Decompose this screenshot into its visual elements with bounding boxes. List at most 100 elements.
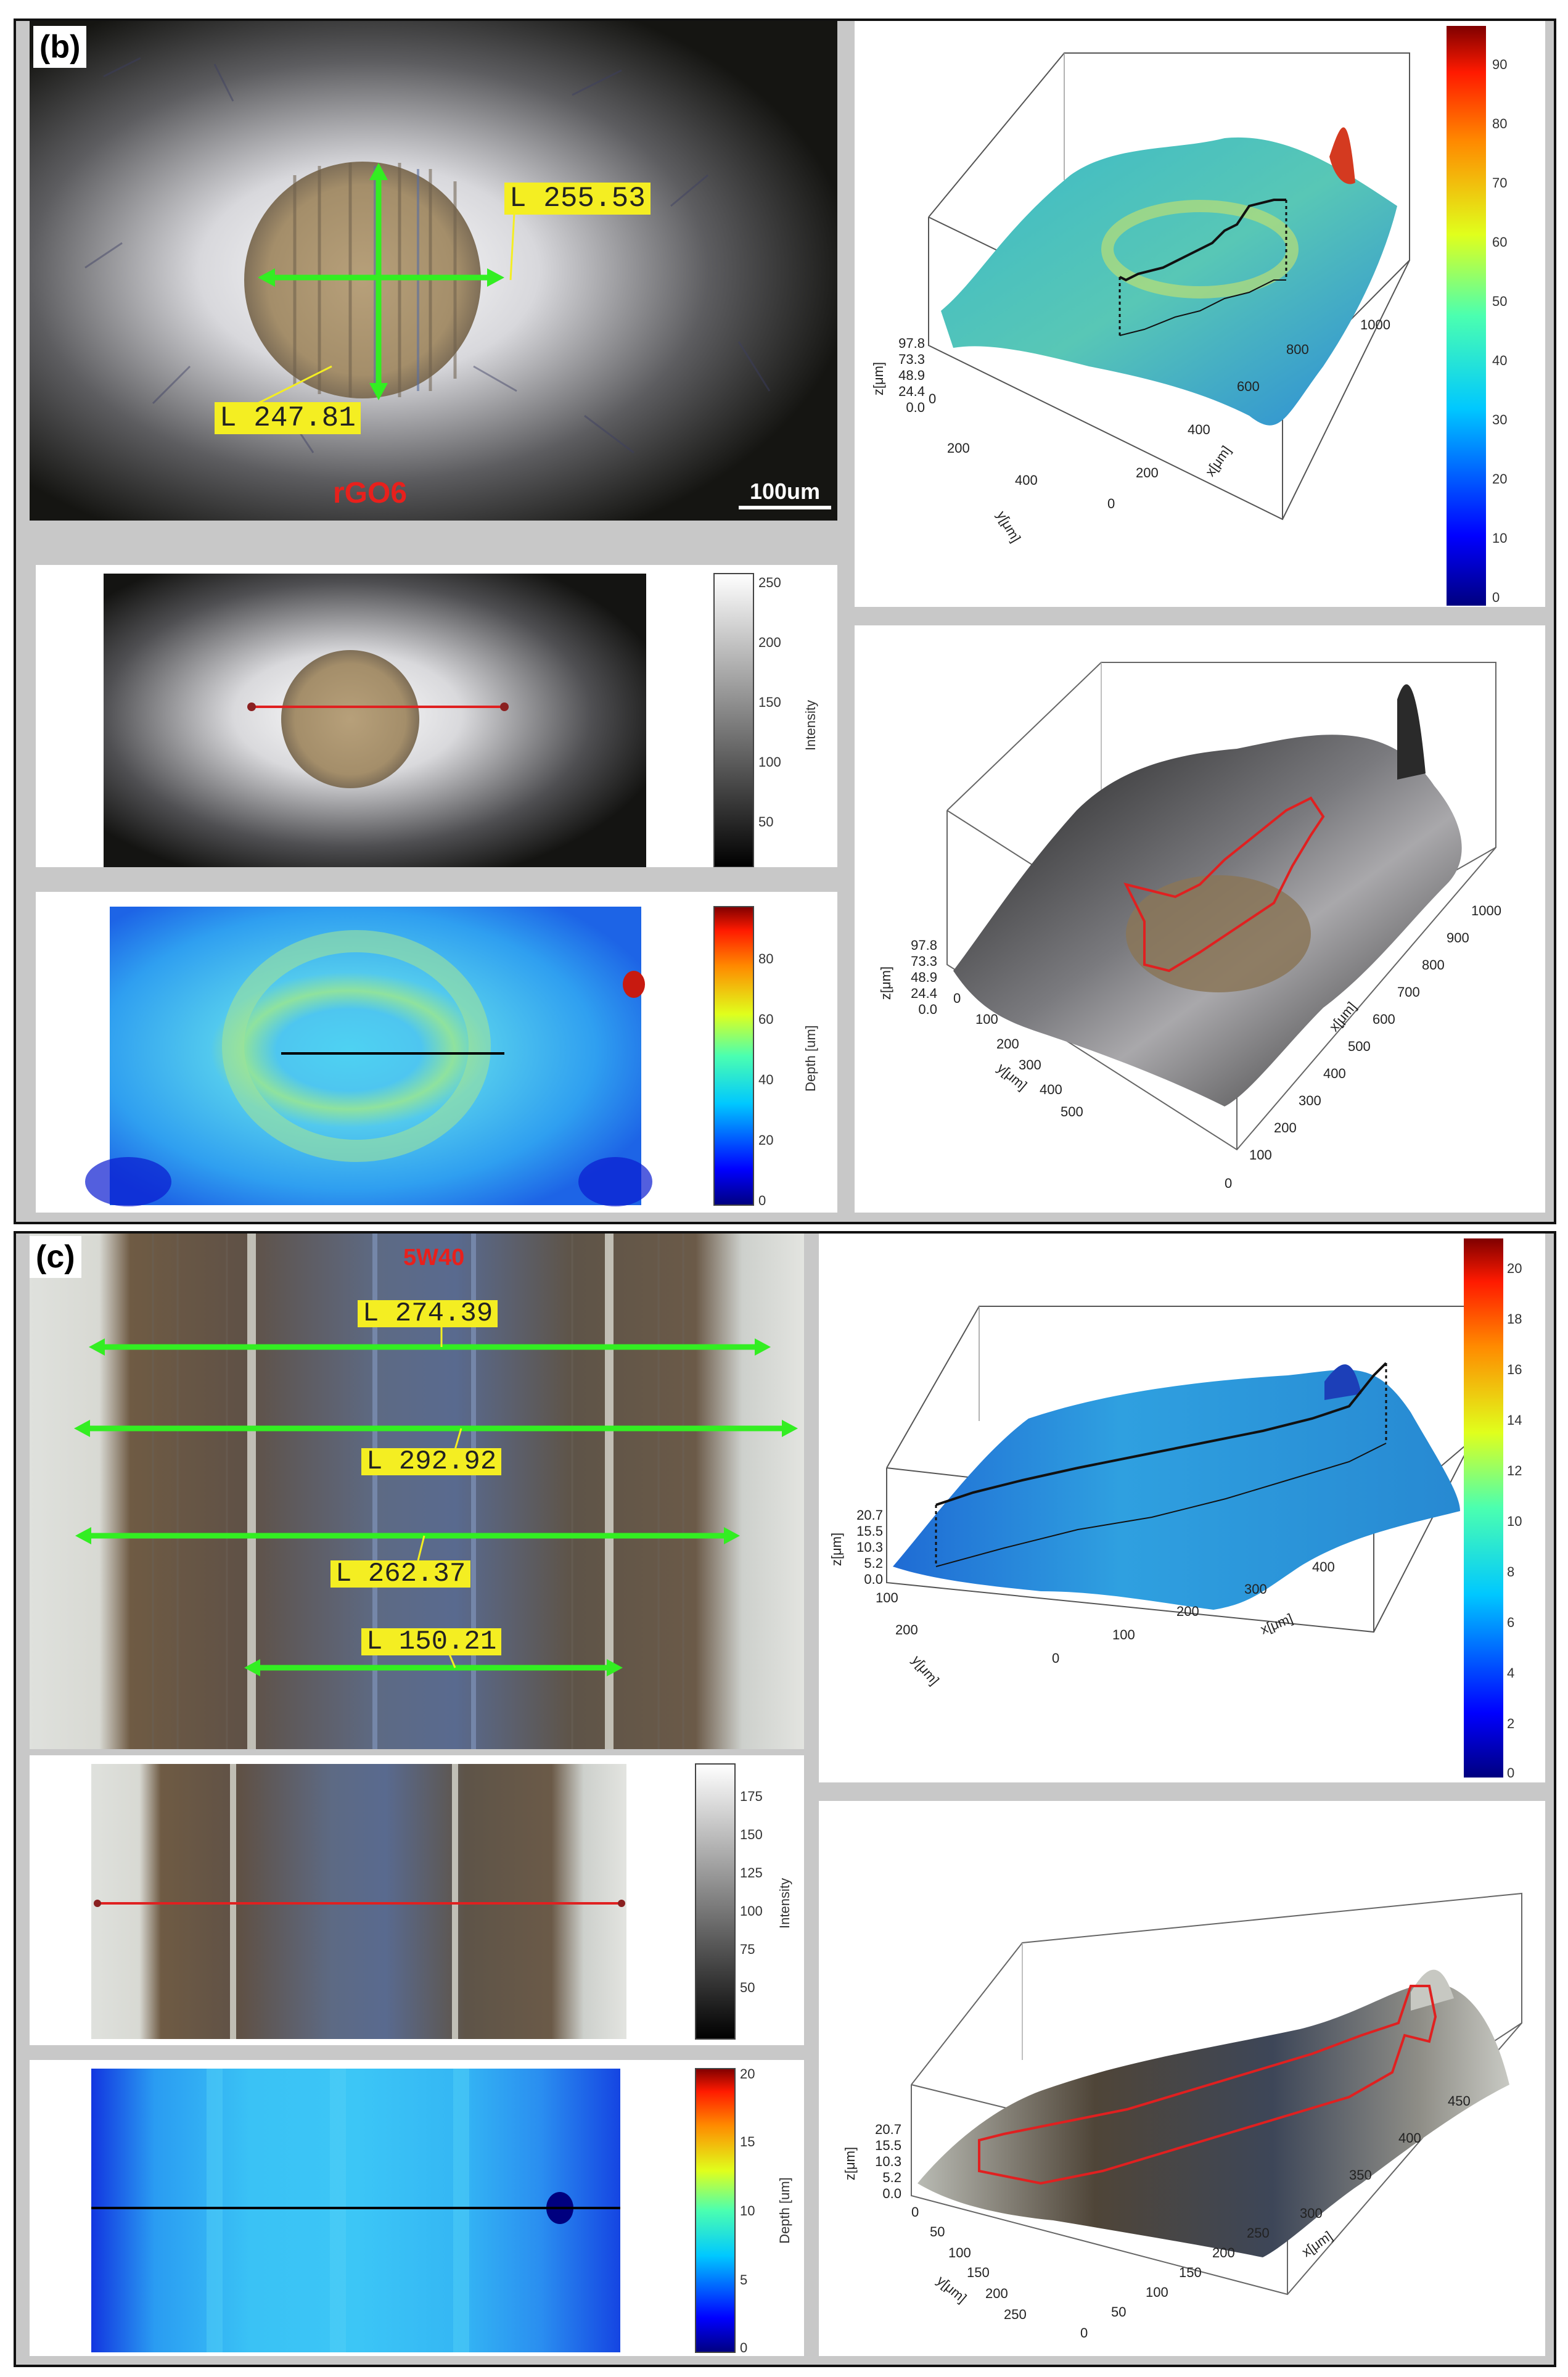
tick-label: 400 [1398,2130,1421,2146]
tick-label: 150 [967,2265,990,2280]
depth-axis-label: Depth [um] [803,1025,818,1092]
surface-3d-textured-b: 97.8 73.3 48.9 24.4 0.0 z[μm] 0 100 200 … [855,625,1545,1213]
tick-label: 100 [975,1011,998,1027]
intensity-map-c: 175 150 125 100 75 50 Intensity [30,1755,804,2045]
tick-label: 500 [1348,1039,1371,1054]
tick-label: 350 [1349,2167,1372,2183]
measure-line-horizontal [258,268,504,287]
x-axis-label: x[μm] [1258,1610,1295,1637]
tick-label: 300 [1300,2206,1323,2221]
surface-3d-c: 20.7 15.5 10.3 5.2 0.0 z[μm] 100 200 y[μ… [819,1234,1545,1782]
panel-c-label: (c) [30,1236,81,1278]
tick-label: 400 [1040,1082,1062,1097]
tick-label: 200 [996,1036,1019,1052]
tick-label: 0 [1107,496,1115,511]
tick-label: 100 [948,2245,971,2260]
tick-label: 80 [1492,116,1507,131]
tick-label: 400 [1312,1559,1335,1575]
tick-label: 250 [1247,2225,1270,2241]
panel-c: (c) 5W40 L 274.39 L 292.92 L 262.37 L 15… [14,1231,1556,2367]
tick-label: 60 [758,1011,773,1027]
tick-label: 200 [1176,1604,1199,1619]
measurement-tag: L 274.39 [358,1300,498,1327]
tick-label: 5.2 [864,1555,883,1571]
tick-label: 2 [1507,1716,1514,1731]
measurement-tag: L 247.81 [215,402,361,434]
tick-label: 125 [740,1865,763,1881]
tick-label: 80 [758,951,773,966]
tick-label: 100 [876,1590,898,1605]
measure-lines [81,1344,790,1671]
tick-label: 100 [1112,1627,1135,1642]
tick-label: 20.7 [856,1507,883,1523]
tick-label: 250 [1004,2307,1027,2322]
sample-label: 5W40 [403,1245,465,1271]
x-axis-label: x[μm] [1202,443,1234,479]
tick-label: 40 [758,1072,773,1087]
tick-label: 200 [1136,465,1159,480]
scale-bar-label: 100um [749,479,821,504]
tick-label: 20 [1507,1261,1522,1276]
tick-label: 200 [1212,2245,1235,2260]
tick-label: 400 [1323,1066,1346,1081]
tick-label: 8 [1507,1564,1514,1580]
z-axis-label: z[μm] [878,966,893,1000]
tick-label: 900 [1447,930,1469,945]
tick-label: 75 [740,1942,755,1957]
tick-label: 24.4 [898,384,925,399]
tick-label: 0 [740,2340,747,2355]
tick-label: 12 [1507,1463,1522,1478]
tick-label: 0 [953,991,961,1006]
tick-label: 20.7 [875,2122,901,2137]
depth-map-b: 80 60 40 20 0 Depth [um] [36,892,837,1213]
panel-b: (b) L 255.53 L 247.81 rGO6 100um 250 2 [14,19,1556,1224]
z-axis-label: z[μm] [871,362,886,395]
tick-label: 0 [1052,1650,1059,1666]
intensity-map-b: 250 200 150 100 50 Intensity [36,565,837,868]
tick-label: 60 [1492,234,1507,250]
sample-label: rGO6 [333,477,408,509]
tick-label: 24.4 [911,986,937,1001]
measurement-tag: L 150.21 [361,1628,502,1655]
tick-label: 250 [758,575,781,590]
tick-label: 200 [895,1622,918,1638]
tick-label: 0 [1225,1176,1232,1191]
tick-label: 0 [929,391,936,406]
tick-label: 20 [758,1132,773,1148]
tick-label: 1000 [1471,903,1501,918]
x-axis-label: x[μm] [1326,999,1360,1035]
tick-label: 97.8 [898,336,925,351]
intensity-axis-label: Intensity [803,700,818,751]
surface-3d-textured-c: 20.7 15.5 10.3 5.2 0.0 z[μm] 0 50 100 15… [819,1801,1545,2356]
y-axis-label: y[μm] [934,2273,970,2306]
tick-label: 40 [1492,353,1507,368]
tick-label: 500 [1061,1104,1083,1119]
x-axis-label: x[μm] [1299,2228,1336,2260]
tick-label: 300 [1244,1581,1267,1597]
tick-label: 14 [1507,1412,1522,1428]
tick-label: 0.0 [906,400,925,415]
tick-label: 15 [740,2134,755,2149]
tick-label: 150 [740,1827,763,1842]
tick-label: 600 [1237,379,1260,394]
tick-label: 450 [1448,2093,1471,2109]
y-axis-label: y[μm] [994,508,1024,545]
tick-label: 150 [758,694,781,710]
tick-label: 73.3 [898,352,925,367]
tick-label: 5.2 [882,2170,901,2185]
tick-label: 20 [1492,471,1507,487]
tick-label: 0 [1507,1765,1514,1781]
tick-label: 400 [1015,472,1038,488]
tick-label: 5 [740,2272,747,2288]
tick-label: 15.5 [875,2138,901,2153]
tick-label: 400 [1188,422,1210,437]
tick-label: 0 [1080,2325,1088,2341]
tick-label: 0.0 [864,1572,883,1587]
measure-line-vertical [369,163,388,400]
tick-label: 15.5 [856,1523,883,1539]
tick-label: 20 [740,2066,755,2082]
tick-label: 16 [1507,1362,1522,1377]
tick-label: 97.8 [911,937,937,953]
intensity-axis-label: Intensity [777,1878,792,1929]
colorbar-ticks: 90 80 70 60 50 40 30 20 10 0 [1492,57,1507,605]
